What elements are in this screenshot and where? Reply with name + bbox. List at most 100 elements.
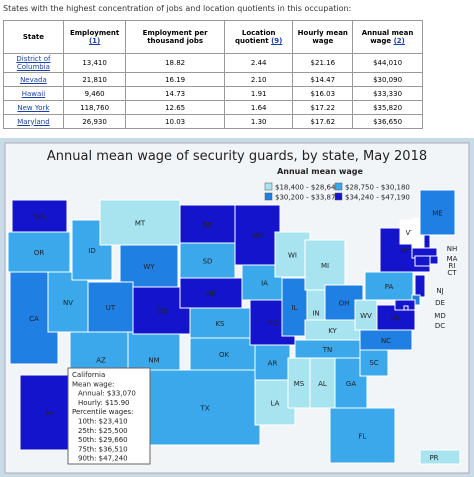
table-cell: 18.82 (125, 53, 225, 73)
state-region[interactable] (419, 189, 456, 236)
table-cell: $33,330 (352, 86, 423, 101)
state-region[interactable] (47, 271, 89, 333)
state-label: OK (219, 351, 230, 359)
state-region[interactable] (11, 199, 68, 233)
intro-text: States with the highest concentration of… (3, 4, 352, 13)
state-label: NM (148, 357, 159, 365)
state-label: MD (434, 312, 445, 320)
table-row: District of Columbia 13,410 18.82 2.44 $21.1… (3, 53, 423, 73)
state-region[interactable] (234, 204, 281, 266)
legend-swatch (264, 192, 273, 201)
state-label: GA (346, 380, 356, 388)
table-cell: 2.10 (223, 72, 294, 87)
state-link[interactable]: New York (17, 103, 50, 112)
state-region[interactable] (87, 281, 134, 333)
state-label: MA (447, 255, 458, 263)
table-cell: Nevada (3, 72, 64, 87)
state-label: NC (381, 337, 391, 345)
footnote-link[interactable]: (1) (88, 37, 101, 45)
tooltip-line: California (72, 371, 105, 379)
state-label: ID (88, 247, 95, 255)
state-label: AZ (96, 357, 106, 365)
header-text: Employment per thousand jobs (142, 29, 208, 45)
state-label: SC (369, 359, 378, 367)
state-label: WY (143, 263, 155, 271)
table-cell: 1.64 (223, 100, 294, 115)
tooltip-line: 90th: $47,240 (78, 455, 128, 463)
state-region[interactable] (419, 449, 461, 465)
footnote-link[interactable]: (2) (393, 37, 405, 45)
state-region[interactable] (274, 231, 311, 278)
state-region[interactable] (414, 274, 426, 298)
tooltip-line: Percentile wages: (72, 408, 134, 416)
state-region[interactable] (359, 347, 389, 377)
tooltip-line: 10th: $23,410 (78, 418, 128, 426)
table-cell: 1.30 (223, 114, 294, 129)
state-label: DE (435, 299, 445, 307)
table-cell: 21,810 (62, 72, 127, 87)
state-label: MO (267, 320, 279, 328)
state-label: NE (206, 290, 216, 298)
state-label: NJ (436, 287, 443, 295)
state-label: DC (435, 322, 445, 330)
table-cell: 9,460 (62, 86, 127, 101)
state-region[interactable] (414, 255, 431, 267)
state-label: KY (328, 327, 337, 335)
state-region[interactable] (364, 271, 414, 301)
state-region[interactable] (7, 231, 71, 273)
state-label: SD (203, 258, 213, 266)
header-text: State (22, 33, 45, 41)
state-region[interactable] (281, 277, 308, 337)
state-label: FL (359, 433, 367, 441)
column-header: State (3, 20, 64, 54)
tooltip-box (67, 367, 151, 465)
tooltip-line: 25th: $25,500 (78, 427, 128, 435)
state-link[interactable]: Nevada (20, 75, 47, 84)
state-label: PA (385, 283, 394, 291)
state-region[interactable] (403, 305, 409, 311)
table-cell: 10.03 (125, 114, 225, 129)
table-cell: 1.91 (223, 86, 294, 101)
table-cell: 14.73 (125, 86, 225, 101)
state-region[interactable] (189, 337, 259, 371)
state-label: MN (252, 232, 263, 240)
legend-swatch (264, 182, 273, 191)
tooltip-line: Annual: $33,070 (78, 390, 136, 398)
state-label: TX (199, 405, 209, 413)
state-label: MT (135, 220, 146, 228)
state-region[interactable] (179, 277, 243, 309)
state-label: OR (34, 249, 45, 257)
table-row: New York 118,760 12.65 1.64 $17.22 $35,820 (3, 100, 423, 115)
map-panel: Annual mean wage of security guards, by … (0, 138, 474, 477)
state-label: WI (288, 252, 297, 260)
table-cell: District of Columbia (3, 53, 64, 73)
state-region[interactable] (309, 357, 336, 409)
state-region[interactable] (179, 204, 236, 244)
state-region[interactable] (189, 307, 251, 339)
state-region[interactable] (329, 407, 396, 464)
state-region[interactable] (149, 369, 261, 446)
state-region[interactable] (304, 239, 346, 291)
legend-swatch (334, 192, 343, 201)
state-link[interactable]: District of Columbia (16, 55, 51, 71)
table-cell: 118,760 (62, 100, 127, 115)
table-cell: $35,820 (352, 100, 423, 115)
state-link[interactable]: Maryland (17, 117, 50, 126)
state-label: NY (400, 247, 410, 255)
state-region[interactable] (429, 255, 439, 265)
state-label: KS (215, 320, 225, 328)
state-region[interactable] (119, 244, 179, 288)
state-label: NV (63, 299, 73, 307)
state-label: ME (432, 210, 442, 218)
state-label: NH (447, 245, 458, 253)
header-text: Employment (69, 29, 120, 37)
legend-swatch (334, 182, 343, 191)
footnote-link[interactable]: (9) (271, 37, 283, 45)
state-link[interactable]: Hawaii (21, 89, 46, 98)
state-label: UT (106, 304, 116, 312)
header-text: Hourly mean wage (297, 29, 348, 45)
state-region[interactable] (179, 242, 236, 279)
table-row: Hawaii 9,460 14.73 1.91 $16.03 $33,330 (3, 86, 423, 101)
table-cell: $14.47 (292, 72, 354, 87)
